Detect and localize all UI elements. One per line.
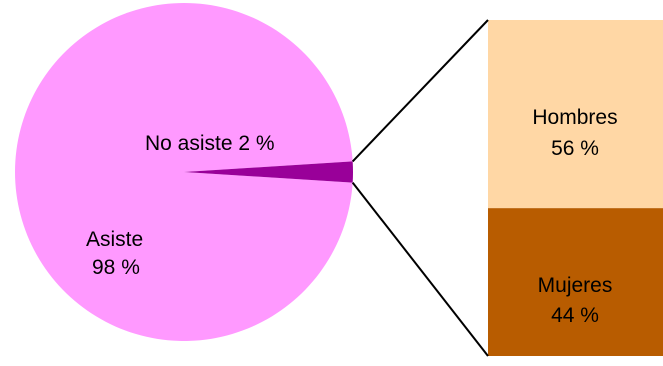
data-label-asiste-value: 98 % xyxy=(92,256,140,279)
data-labels: No asiste 2 % Asiste 98 % Hombres 56 % M… xyxy=(86,106,618,327)
pie-slice-no-asiste xyxy=(184,161,354,183)
connector-line-bottom xyxy=(351,181,489,357)
pie-slice-asiste xyxy=(15,2,353,341)
pie-chart xyxy=(15,2,354,341)
data-label-no-asiste-name: No asiste xyxy=(145,132,233,155)
data-label-no-asiste: No asiste 2 % xyxy=(145,132,275,155)
bar-segment-mujeres xyxy=(488,208,663,356)
data-label-mujeres-value: 44 % xyxy=(551,304,599,327)
connector-line-top xyxy=(351,19,489,163)
data-label-no-asiste-value: 2 % xyxy=(238,132,274,155)
data-label-hombres-name: Hombres xyxy=(532,106,617,129)
data-label-hombres-value: 56 % xyxy=(551,137,599,160)
bar-segment-hombres xyxy=(488,20,663,209)
data-label-mujeres-name: Mujeres xyxy=(538,274,613,297)
connector-lines xyxy=(351,19,489,357)
stacked-bar xyxy=(488,20,663,356)
data-label-asiste-name: Asiste xyxy=(86,228,143,251)
